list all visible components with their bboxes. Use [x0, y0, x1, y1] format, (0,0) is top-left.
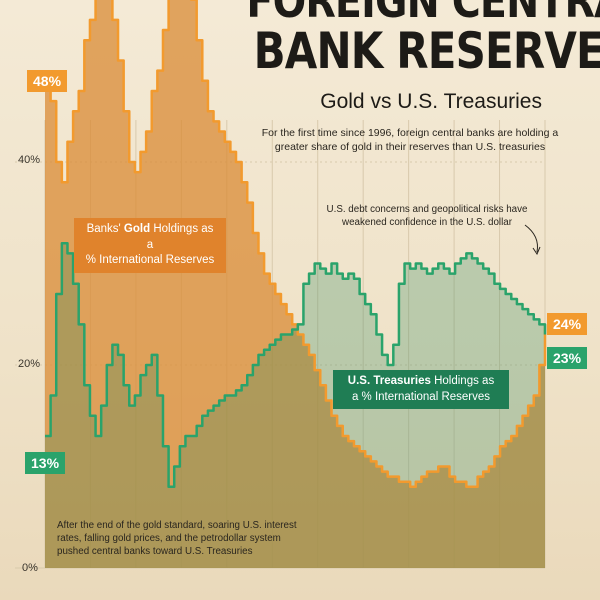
annotation-arrowhead	[532, 246, 541, 256]
gold-start-badge: 48%	[27, 70, 68, 92]
title-line-1: FOREIGN CENTRAL	[246, 0, 600, 28]
gold-series-label: Banks' Gold Holdings as a % Internationa…	[74, 218, 226, 273]
areas	[45, 0, 545, 568]
gold-label-bold: Gold	[123, 223, 151, 235]
annotation-bottom-left: After the end of the gold standard, soar…	[57, 520, 297, 558]
annotation-arrow	[524, 224, 538, 253]
subtitle: Gold vs U.S. Treasuries	[320, 90, 542, 113]
gold-area	[45, 0, 545, 568]
treasury-label-line2: a % International Reserves	[351, 390, 491, 403]
treasury-series-label: U.S. Treasuries Holdings as a % Internat…	[333, 370, 509, 410]
gold-label-pre: Banks'	[86, 223, 124, 235]
treasury-start-badge: 13%	[25, 452, 66, 474]
gold-series-line	[45, 0, 547, 489]
gold-label-post: Holdings as a	[146, 223, 214, 251]
treasury-series-line	[45, 241, 547, 489]
gold-label-line2: % International Reserves	[85, 254, 215, 267]
y-tick-label: 20%	[18, 358, 41, 370]
treasury-label-post: Holdings as	[430, 375, 495, 387]
gold-end-badge: 24%	[547, 313, 588, 335]
annotation-top-right: U.S. debt concerns and geopolitical risk…	[326, 204, 528, 229]
treasury-end-badge: 23%	[547, 347, 588, 369]
lines	[45, 0, 547, 489]
title-line-2: BANK RESERVES	[253, 22, 600, 80]
treasury-label-bold: U.S. Treasuries	[347, 375, 431, 387]
y-tick-label: 40%	[18, 154, 41, 166]
y-tick-label: 0%	[22, 562, 38, 574]
intro-text: For the first time since 1996, foreign c…	[261, 127, 559, 154]
